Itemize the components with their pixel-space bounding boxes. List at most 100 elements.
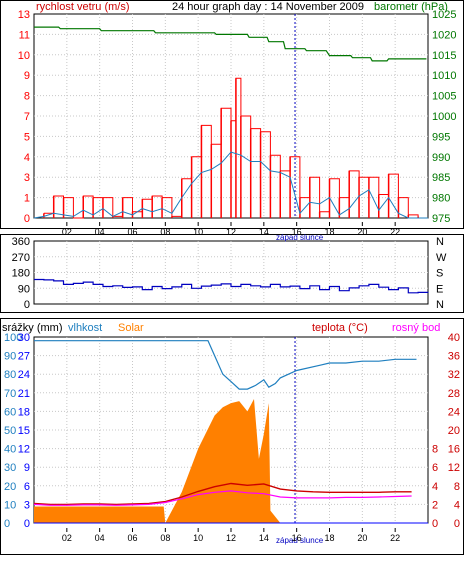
rain-tick-label: 24: [18, 369, 30, 381]
rain-tick-label: 27: [18, 351, 30, 363]
x-tick-label-clim: 06: [127, 533, 137, 543]
x-tick-label-clim: 08: [160, 533, 170, 543]
temperature-tick-label: 40: [448, 332, 460, 344]
barometer-tick-label: 1015: [432, 50, 456, 62]
humidity-tick-label: 20: [4, 481, 16, 493]
wind-tick-label: 13: [18, 9, 30, 21]
direction-tick-label: 270: [12, 252, 30, 264]
direction-tick-label: 180: [12, 268, 30, 280]
barometer-tick-label: 975: [432, 213, 450, 225]
x-tick-label-clim: 10: [193, 533, 203, 543]
humidity-tick-label: 10: [4, 499, 16, 511]
x-tick-label-wind: 04: [95, 227, 105, 237]
wind-direction-line: [34, 278, 429, 294]
rain-tick-label: 18: [18, 406, 30, 418]
barometer-tick-label: 995: [432, 131, 450, 143]
x-tick-label-wind: 12: [226, 227, 236, 237]
panel-frame-direction: [0, 234, 464, 313]
barometer-tick-label: 1000: [432, 111, 456, 123]
wind-tick-label: 9: [24, 70, 30, 82]
x-tick-label-clim: 20: [357, 533, 367, 543]
barometer-tick-label: 1020: [432, 29, 456, 41]
humidity-tick-label: 0: [4, 518, 10, 530]
x-tick-label-wind: 14: [259, 227, 269, 237]
dewpoint-line: [33, 490, 412, 506]
ticks-layer: 0134578910111397598098599099510001005101…: [4, 9, 460, 543]
compass-tick-label: S: [436, 268, 443, 280]
sunset-label-top: západ slunce: [276, 233, 324, 242]
barometer-tick-label: 980: [432, 193, 450, 205]
rain-tick-label: 3: [24, 499, 30, 511]
x-tick-label-clim: 12: [226, 533, 236, 543]
compass-tick-label: N: [436, 299, 444, 311]
direction-tick-label: 360: [12, 236, 30, 248]
temperature-small-tick-label: 2: [432, 499, 438, 511]
wind-tick-label: 8: [24, 91, 30, 103]
x-tick-label-clim: 18: [324, 533, 334, 543]
panel-frame-wind: [0, 0, 464, 229]
temperature-small-tick-label: 4: [432, 481, 438, 493]
solar-area: [34, 399, 428, 523]
temperature-tick-label: 0: [454, 518, 460, 530]
temperature-tick-label: 32: [448, 369, 460, 381]
barometer-tick-label: 1010: [432, 70, 456, 82]
dewpoint-axis-label: rosný bod: [392, 322, 440, 334]
humidity-tick-label: 70: [4, 388, 16, 400]
wind-tick-label: 5: [24, 131, 30, 143]
wind-average-line: [33, 151, 428, 219]
humidity-tick-label: 40: [4, 444, 16, 456]
humidity-tick-label: 50: [4, 425, 16, 437]
temperature-tick-label: 24: [448, 406, 460, 418]
humidity-tick-label: 90: [4, 351, 16, 363]
temperature-small-tick-label: 8: [432, 444, 438, 456]
temperature-tick-label: 16: [448, 444, 460, 456]
solar-axis-label: Solar: [118, 322, 144, 334]
sunset-label-bottom: západ slunce: [276, 536, 324, 545]
x-tick-label-wind: 22: [390, 227, 400, 237]
temperature-line: [33, 482, 412, 506]
marks-layer: [33, 26, 429, 524]
x-tick-label-clim: 16: [292, 533, 302, 543]
barometer-tick-label: 1005: [432, 91, 456, 103]
temperature-small-tick-label: 0: [432, 518, 438, 530]
barometer-line: [34, 26, 427, 62]
wind-tick-label: 4: [24, 152, 30, 164]
humidity-line: [34, 340, 417, 390]
humidity-tick-label: 80: [4, 369, 16, 381]
wind-tick-label: 7: [24, 111, 30, 123]
wind-gust-line: [43, 77, 419, 219]
x-tick-label-wind: 10: [193, 227, 203, 237]
rain-tick-label: 15: [18, 425, 30, 437]
direction-tick-label: 0: [24, 299, 30, 311]
rain-tick-label: 21: [18, 388, 30, 400]
temperature-tick-label: 8: [454, 481, 460, 493]
wind-tick-label: 3: [24, 172, 30, 184]
x-tick-label-wind: 16: [292, 227, 302, 237]
compass-tick-label: N: [436, 236, 444, 248]
x-tick-label-clim: 02: [62, 533, 72, 543]
temperature-tick-label: 36: [448, 351, 460, 363]
wind-tick-label: 1: [24, 193, 30, 205]
wind-tick-label: 10: [18, 50, 30, 62]
chart-title: 24 hour graph day : 14 November 2009: [172, 1, 364, 13]
humidity-tick-label: 100: [4, 332, 22, 344]
barometer-axis-label: barometr (hPa): [374, 1, 448, 13]
x-tick-label-wind: 06: [127, 227, 137, 237]
humidity-axis-label: vlhkost: [68, 322, 102, 334]
x-tick-label-clim: 14: [259, 533, 269, 543]
barometer-tick-label: 990: [432, 152, 450, 164]
x-tick-label-wind: 20: [357, 227, 367, 237]
temperature-tick-label: 12: [448, 462, 460, 474]
x-tick-label-wind: 02: [62, 227, 72, 237]
temperature-tick-label: 20: [448, 425, 460, 437]
humidity-tick-label: 30: [4, 462, 16, 474]
barometer-tick-label: 1025: [432, 9, 456, 21]
compass-tick-label: W: [436, 252, 447, 264]
x-tick-label-clim: 22: [390, 533, 400, 543]
rain-tick-label: 30: [18, 332, 30, 344]
temperature-tick-label: 4: [454, 499, 460, 511]
compass-tick-label: E: [436, 283, 443, 295]
rain-tick-label: 6: [24, 481, 30, 493]
